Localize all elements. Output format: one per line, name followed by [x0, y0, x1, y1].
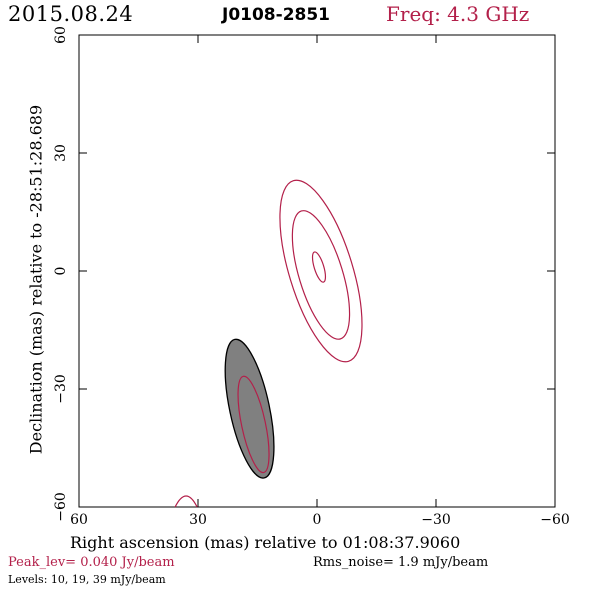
edge-contour-line [174, 495, 198, 508]
frequency-label: Freq: 4.3 GHz [386, 2, 530, 26]
x-tick-label: −30 [421, 512, 451, 528]
rms-noise: Rms_noise= 1.9 mJy/beam [313, 555, 489, 570]
beam-group [224, 338, 275, 479]
contour-line [311, 251, 327, 283]
y-tick-label: 30 [53, 144, 69, 162]
peak-level: Peak_lev= 0.040 Jy/beam [8, 555, 175, 570]
contour-group [237, 179, 363, 474]
axis-ticks [78, 34, 556, 508]
x-tick-label: −60 [540, 512, 570, 528]
contour-line [279, 179, 363, 363]
y-tick-label: −30 [53, 374, 69, 404]
y-tick-label: 60 [53, 26, 69, 44]
contour-line [291, 210, 351, 340]
x-tick-label: 30 [189, 512, 207, 528]
y-axis-label: Declination (mas) relative to -28:51:28.… [26, 104, 46, 455]
observation-date: 2015.08.24 [8, 2, 134, 26]
y-tick-label: −60 [53, 492, 69, 522]
x-tick-label: 60 [70, 512, 88, 528]
beam-ellipse [224, 338, 275, 479]
contour-line [237, 375, 270, 474]
plot-frame [78, 34, 556, 508]
edge-contour-group [174, 495, 198, 508]
x-tick-label: 0 [313, 512, 322, 528]
source-name: J0108-2851 [222, 5, 331, 25]
contour-levels: Levels: 10, 19, 39 mJy/beam [8, 573, 166, 586]
y-tick-label: 0 [53, 267, 69, 276]
x-axis-label: Right ascension (mas) relative to 01:08:… [70, 533, 461, 552]
